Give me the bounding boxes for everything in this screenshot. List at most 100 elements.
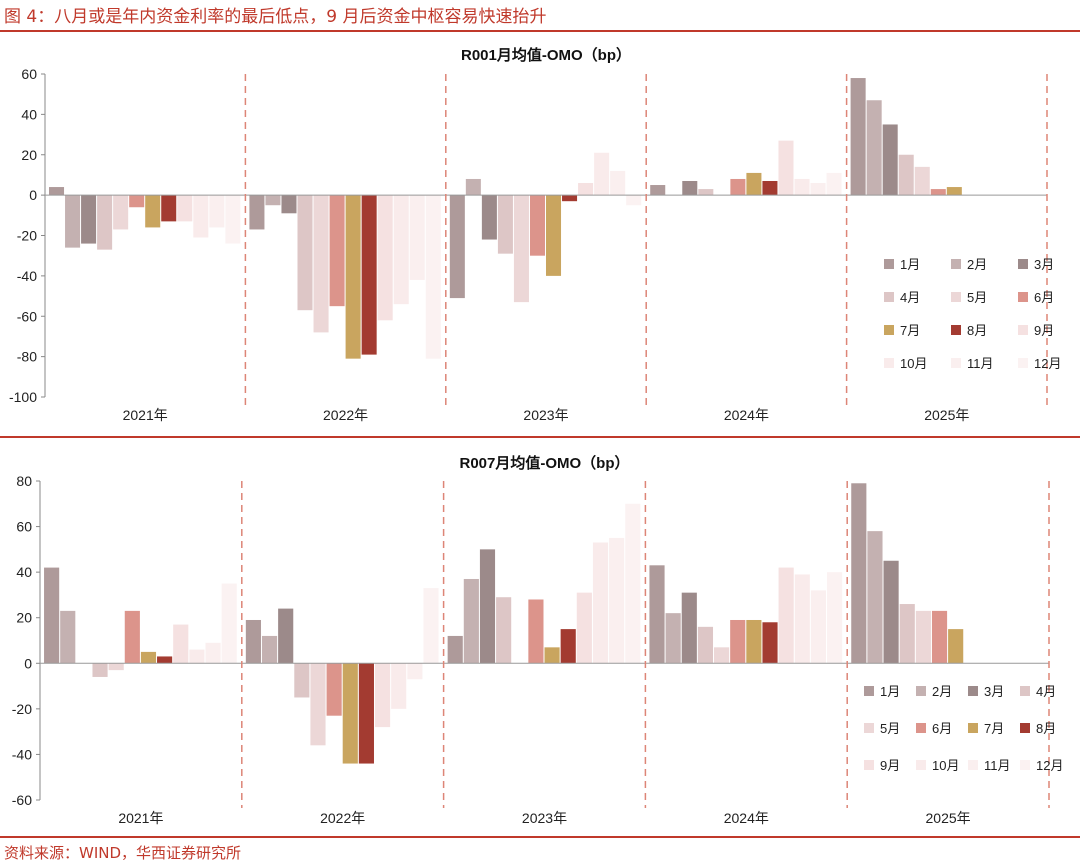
r001-y-tick-label: -80 <box>17 349 37 365</box>
r007-bar-2021年-2月 <box>60 610 76 664</box>
r001-legend-label-12月: 12月 <box>1034 356 1061 371</box>
r001-bar-2025年-4月 <box>898 154 914 196</box>
r007-y-tick-label: -40 <box>12 746 32 762</box>
r001-bar-2024年-12月 <box>826 172 842 196</box>
r001-y-tick-label: -40 <box>17 268 37 284</box>
r007-legend-swatch-1月 <box>864 686 874 696</box>
r001-y-tick-label: -60 <box>17 308 37 324</box>
r007-chart-title: R007月均值-OMO（bp） <box>459 454 629 472</box>
r001-legend-label-8月: 8月 <box>967 323 987 338</box>
r001-bar-2021年-6月 <box>129 195 145 208</box>
r007-bar-2024年-4月 <box>697 626 714 664</box>
bottom-rule <box>0 836 1080 838</box>
r007-bar-2022年-11月 <box>407 663 423 680</box>
r007-bar-2021年-8月 <box>157 656 173 664</box>
r007-bar-2022年-6月 <box>326 663 342 716</box>
r007-bar-2024年-9月 <box>778 567 794 664</box>
r001-bar-2023年-7月 <box>546 195 562 276</box>
r007-bar-2022年-12月 <box>423 588 439 664</box>
r007-bar-2025年-4月 <box>899 604 915 664</box>
r007-y-tick-label: 80 <box>16 473 32 489</box>
r007-bar-2021年-6月 <box>124 610 140 664</box>
r001-bar-2023年-9月 <box>578 183 594 196</box>
r007-bar-2025年-6月 <box>931 610 948 664</box>
source-note: 资料来源：WIND，华西证券研究所 <box>4 844 242 862</box>
r001-legend-label-3月: 3月 <box>1034 257 1054 272</box>
r007-y-tick-label: 40 <box>16 564 32 580</box>
r001-y-tick-label: -100 <box>9 389 37 405</box>
r001-legend-swatch-1月 <box>884 259 894 269</box>
r007-bar-2025年-7月 <box>948 629 964 664</box>
r007-category-label: 2025年 <box>926 810 971 826</box>
r007-bar-2023年-9月 <box>576 592 592 664</box>
r007-bar-2023年-1月 <box>447 635 463 664</box>
r007-y-tick-label: 60 <box>16 519 32 535</box>
r001-legend-label-9月: 9月 <box>1034 323 1054 338</box>
r007-bar-2022年-2月 <box>261 635 278 664</box>
r001-bar-2021年-3月 <box>81 195 97 244</box>
r007-bar-2022年-3月 <box>278 608 294 664</box>
r001-bar-2022年-11月 <box>409 195 425 280</box>
r001-bar-2025年-7月 <box>946 187 962 196</box>
r001-legend-label-1月: 1月 <box>900 257 920 272</box>
r007-legend-swatch-12月 <box>1020 760 1030 770</box>
r001-bar-2024年-3月 <box>682 180 698 196</box>
r001-category-label: 2023年 <box>523 407 568 423</box>
r001-bar-2021年-5月 <box>113 195 129 230</box>
r001-legend-swatch-3月 <box>1018 259 1028 269</box>
r001-legend-swatch-6月 <box>1018 292 1028 302</box>
r007-legend-swatch-8月 <box>1020 723 1030 733</box>
r007-legend-label-1月: 1月 <box>880 684 900 699</box>
r001-legend-label-6月: 6月 <box>1034 290 1054 305</box>
r001-bar-2022年-7月 <box>345 195 361 359</box>
r007-bar-2024年-3月 <box>681 592 697 664</box>
r001-legend-label-2月: 2月 <box>967 257 987 272</box>
r001-legend-label-10月: 10月 <box>900 356 927 371</box>
r001-bar-2024年-10月 <box>794 178 810 196</box>
r007-legend-swatch-6月 <box>916 723 926 733</box>
r001-bar-2022年-5月 <box>313 195 329 333</box>
r007-bar-2022年-5月 <box>310 663 326 746</box>
r001-bar-2024年-9月 <box>778 140 794 196</box>
r001-category-label: 2022年 <box>323 407 368 423</box>
r007-legend-label-6月: 6月 <box>932 721 952 736</box>
r007-legend-label-9月: 9月 <box>880 758 900 773</box>
r001-bar-2023年-5月 <box>513 195 529 303</box>
r007-bar-2024年-6月 <box>730 619 746 664</box>
r001-bar-2023年-10月 <box>594 152 610 196</box>
r007-legend-swatch-5月 <box>864 723 874 733</box>
r001-bar-2023年-1月 <box>449 195 465 299</box>
r001-bar-2023年-3月 <box>481 195 497 240</box>
r001-bar-2024年-11月 <box>810 183 826 196</box>
r007-bar-2024年-1月 <box>649 565 665 664</box>
r001-bar-2025年-5月 <box>914 166 930 196</box>
r001-bar-2021年-4月 <box>97 195 113 250</box>
r007-bar-2024年-2月 <box>665 613 681 664</box>
r007-bar-2021年-5月 <box>108 663 124 671</box>
r007-bar-2025年-1月 <box>851 483 867 664</box>
r007-legend-swatch-7月 <box>968 723 978 733</box>
r007-y-tick-label: 20 <box>16 610 32 626</box>
r007-legend-label-3月: 3月 <box>984 684 1004 699</box>
r007-category-label: 2024年 <box>724 810 769 826</box>
r001-chart-title: R001月均值-OMO（bp） <box>461 46 631 64</box>
r007-legend-label-7月: 7月 <box>984 721 1004 736</box>
r007-legend-label-4月: 4月 <box>1036 684 1056 699</box>
r007-legend-label-12月: 12月 <box>1036 758 1063 773</box>
r007-bar-2023年-4月 <box>496 597 512 664</box>
r007-legend-swatch-4月 <box>1020 686 1030 696</box>
r001-bar-2022年-4月 <box>297 195 313 311</box>
r007-bar-2024年-10月 <box>794 574 810 664</box>
r007-legend-label-2月: 2月 <box>932 684 952 699</box>
r001-y-tick-label: 40 <box>21 106 37 122</box>
r001-bar-2023年-4月 <box>497 195 513 254</box>
r007-bar-2024年-5月 <box>714 647 730 664</box>
r001-category-label: 2024年 <box>724 407 769 423</box>
r001-category-label: 2021年 <box>123 407 168 423</box>
r007-category-label: 2021年 <box>118 810 163 826</box>
r007-y-tick-label: -60 <box>12 792 32 808</box>
r007-bar-2022年-1月 <box>245 619 261 664</box>
r001-legend-swatch-7月 <box>884 325 894 335</box>
r007-bar-2023年-10月 <box>592 542 609 664</box>
r001-bar-2022年-3月 <box>281 195 297 214</box>
